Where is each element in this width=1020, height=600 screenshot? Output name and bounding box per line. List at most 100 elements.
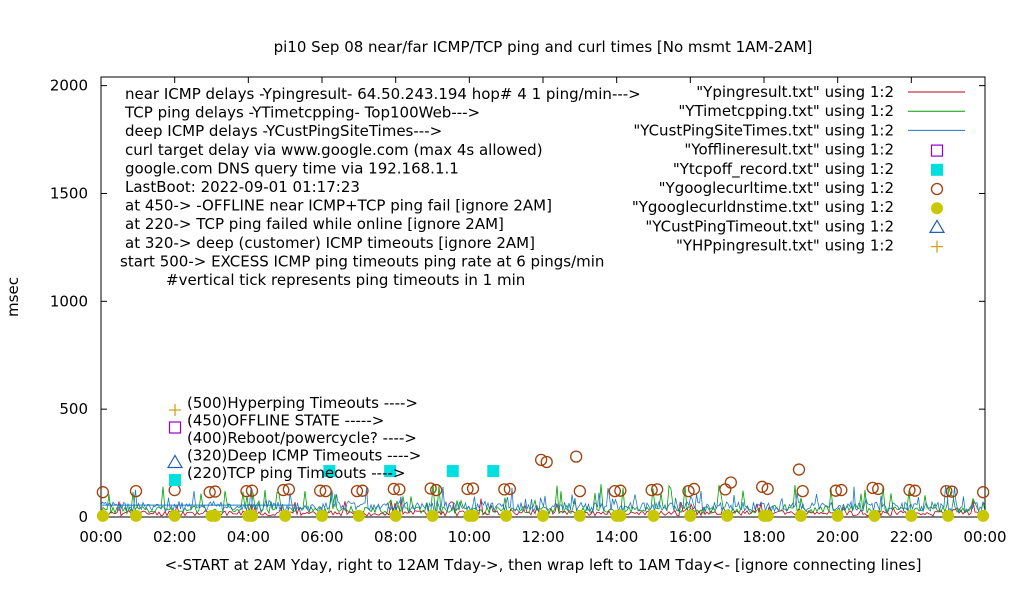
note-line: LastBoot: 2022-09-01 01:17:23: [125, 178, 360, 196]
data-point: [277, 483, 290, 497]
legend-label: "Ypingresult.txt" using 1:2: [696, 83, 894, 101]
data-point: [245, 484, 259, 497]
data-point: [446, 465, 459, 478]
data-point: [387, 482, 400, 496]
x-tick-label: 02:00: [153, 528, 196, 546]
data-point: [835, 483, 848, 497]
y-tick-label: 2000: [50, 77, 88, 95]
legend-label: "Ygooglecurldnstime.txt" using 1:2: [632, 198, 894, 216]
inline-legend-text: (400)Reboot/powercycle? ---->: [187, 429, 417, 447]
x-tick-label: 08:00: [374, 528, 417, 546]
inline-legend-marker: [169, 474, 181, 486]
inline-legend-text: (450)OFFLINE STATE ----->: [187, 412, 384, 430]
x-tick-label: 12:00: [521, 528, 564, 546]
data-point: [168, 509, 181, 522]
data-point: [761, 482, 774, 496]
data-point: [540, 455, 553, 469]
legend-label: "Ygooglecurltime.txt" using 1:2: [659, 179, 894, 197]
x-tick-label: 18:00: [742, 528, 785, 546]
data-point: [323, 465, 336, 478]
data-point: [945, 485, 958, 498]
data-point: [203, 486, 216, 499]
data-point: [356, 484, 369, 497]
data-point: [829, 484, 842, 497]
x-tick-label: 14:00: [595, 528, 638, 546]
legend-label: "YTimetcpping.txt" using 1:2: [678, 102, 894, 120]
inline-legend: (500)Hyperping Timeouts ---->(450)OFFLIN…: [166, 394, 421, 486]
data-point: [384, 465, 397, 478]
legend-swatch: [930, 144, 944, 157]
note-line: start 500-> EXCESS ICMP ping timeouts pi…: [120, 252, 604, 270]
note-line: near ICMP delays -Ypingresult- 64.50.243…: [125, 85, 641, 103]
data-point: [487, 465, 500, 478]
data-point: [129, 509, 142, 522]
x-tick-label: 06:00: [300, 528, 343, 546]
data-point: [977, 509, 990, 522]
data-point: [796, 484, 809, 498]
trace-ytimetcpping: [100, 483, 986, 515]
x-tick-label: 00:00: [963, 528, 1006, 546]
x-tick-label: 16:00: [669, 528, 712, 546]
legend-swatch: [928, 219, 946, 233]
data-point: [314, 484, 327, 497]
data-point: [279, 509, 292, 522]
data-point: [687, 482, 701, 496]
data-point: [756, 480, 769, 493]
inline-legend-text: (500)Hyperping Timeouts ---->: [187, 394, 418, 412]
inline-legend-marker: [169, 404, 181, 416]
data-point: [940, 484, 953, 498]
data-point: [430, 483, 443, 497]
data-point: [209, 485, 222, 498]
data-point: [240, 484, 253, 498]
data-markers: [96, 450, 990, 522]
data-point: [246, 509, 259, 522]
legend-label: "Ytcpoff_record.txt" using 1:2: [673, 160, 894, 179]
inline-legend-marker: [166, 454, 184, 469]
data-point: [466, 482, 480, 495]
data-point: [682, 484, 695, 498]
data-point: [608, 484, 621, 498]
data-point: [352, 509, 365, 522]
data-point: [721, 509, 734, 522]
data-point: [903, 483, 916, 497]
legend-label: "YCustPingSiteTimes.txt" using 1:2: [633, 121, 894, 139]
data-point: [426, 509, 439, 522]
data-point: [209, 509, 222, 522]
data-point: [467, 509, 480, 522]
legend-swatch: [930, 182, 944, 196]
data-point: [866, 481, 879, 495]
x-tick-label: 22:00: [890, 528, 933, 546]
y-tick-label: 500: [59, 400, 88, 418]
data-point: [792, 463, 806, 476]
data-point: [794, 509, 807, 522]
data-point: [168, 483, 181, 497]
note-line: at 450-> -OFFLINE near ICMP+TCP ping fai…: [125, 197, 552, 215]
annotation-notes: near ICMP delays -Ypingresult- 64.50.243…: [120, 85, 641, 289]
data-point: [319, 484, 332, 498]
data-point: [908, 484, 922, 497]
inline-legend-text: (320)Deep ICMP Timeouts ---->: [187, 447, 421, 465]
note-line: at 220-> TCP ping failed while online [i…: [125, 215, 504, 233]
data-point: [719, 483, 732, 496]
y-tick-label: 1500: [50, 184, 88, 202]
legend-label: "Yofflineresult.txt" using 1:2: [684, 141, 894, 159]
data-point: [872, 482, 885, 496]
data-point: [905, 509, 918, 522]
data-point: [761, 509, 774, 522]
y-tick-label: 1000: [50, 292, 88, 310]
inline-legend-marker: [168, 421, 182, 434]
data-point: [614, 509, 627, 522]
data-point: [831, 509, 844, 522]
data-point: [498, 483, 511, 496]
y-axis-label: msec: [4, 277, 22, 317]
data-point: [503, 482, 517, 496]
data-point: [977, 486, 990, 499]
note-line: #vertical tick represents ping timeouts …: [166, 271, 525, 289]
data-point: [570, 450, 583, 463]
chart-title: pi10 Sep 08 near/far ICMP/TCP ping and c…: [274, 38, 813, 56]
data-point: [573, 484, 586, 498]
data-point: [96, 486, 109, 499]
data-point: [537, 509, 549, 522]
legend-label: "YHPpingresult.txt" using 1:2: [676, 237, 894, 255]
